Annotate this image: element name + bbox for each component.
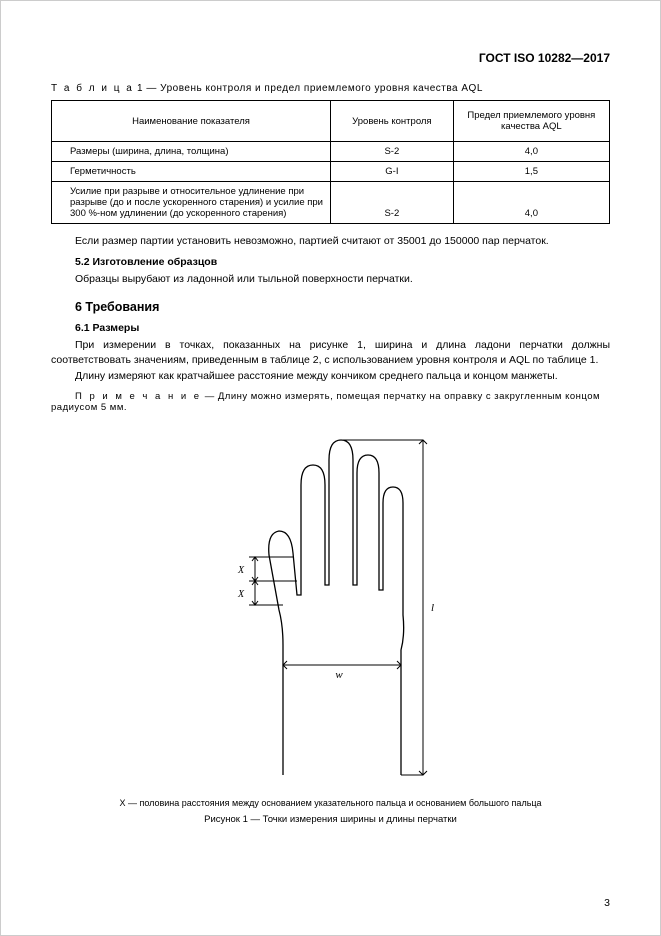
table-cell: Усилие при разрыве и относительное удлин… (52, 182, 331, 224)
table-row: Герметичность G-I 1,5 (52, 162, 610, 182)
table-caption-prefix: Т а б л и ц а (51, 83, 134, 94)
figure-label-x1: X (236, 565, 244, 576)
table-cell: G-I (331, 162, 454, 182)
figure-label-l: l (431, 602, 434, 614)
figure-1-note: X — половина расстояния между основанием… (51, 798, 610, 808)
table-header-cell: Наименование показателя (52, 101, 331, 142)
glove-diagram-svg: w l X X (201, 425, 461, 785)
table-caption-rest: 1 — Уровень контроля и предел приемлемог… (134, 83, 483, 94)
figure-label-w: w (335, 669, 343, 681)
table-cell: 4,0 (453, 182, 609, 224)
note-prefix: П р и м е ч а н и е (75, 391, 202, 402)
figure-label-x2: X (236, 589, 244, 600)
section-5-2-title: 5.2 Изготовление образцов (51, 256, 610, 268)
table-cell: Герметичность (52, 162, 331, 182)
table-header-row: Наименование показателя Уровень контроля… (52, 101, 610, 142)
section-6-title: 6 Требования (51, 300, 610, 314)
table-row: Размеры (ширина, длина, толщина) S-2 4,0 (52, 142, 610, 162)
table-1-caption: Т а б л и ц а 1 — Уровень контроля и пре… (51, 83, 610, 94)
table-1: Наименование показателя Уровень контроля… (51, 100, 610, 224)
note: П р и м е ч а н и е — Длину можно измеря… (51, 391, 610, 413)
figure-1-title: Рисунок 1 — Точки измерения ширины и дли… (51, 814, 610, 825)
paragraph: Длину измеряют как кратчайшее расстояние… (51, 369, 610, 383)
table-cell: S-2 (331, 182, 454, 224)
section-6-1-title: 6.1 Размеры (51, 322, 610, 334)
document-title: ГОСТ ISO 10282—2017 (51, 51, 610, 65)
table-header-cell: Предел приемлемого уровня качества AQL (453, 101, 609, 142)
table-cell: 4,0 (453, 142, 609, 162)
figure-1: w l X X (51, 425, 610, 790)
paragraph: Образцы вырубают из ладонной или тыльной… (51, 272, 610, 286)
table-row: Усилие при разрыве и относительное удлин… (52, 182, 610, 224)
table-header-cell: Уровень контроля (331, 101, 454, 142)
page: ГОСТ ISO 10282—2017 Т а б л и ц а 1 — Ур… (0, 0, 661, 936)
table-cell: Размеры (ширина, длина, толщина) (52, 142, 331, 162)
page-number: 3 (604, 897, 610, 909)
paragraph: При измерении в точках, показанных на ри… (51, 338, 610, 366)
paragraph: Если размер партии установить невозможно… (51, 234, 610, 248)
table-cell: 1,5 (453, 162, 609, 182)
table-cell: S-2 (331, 142, 454, 162)
